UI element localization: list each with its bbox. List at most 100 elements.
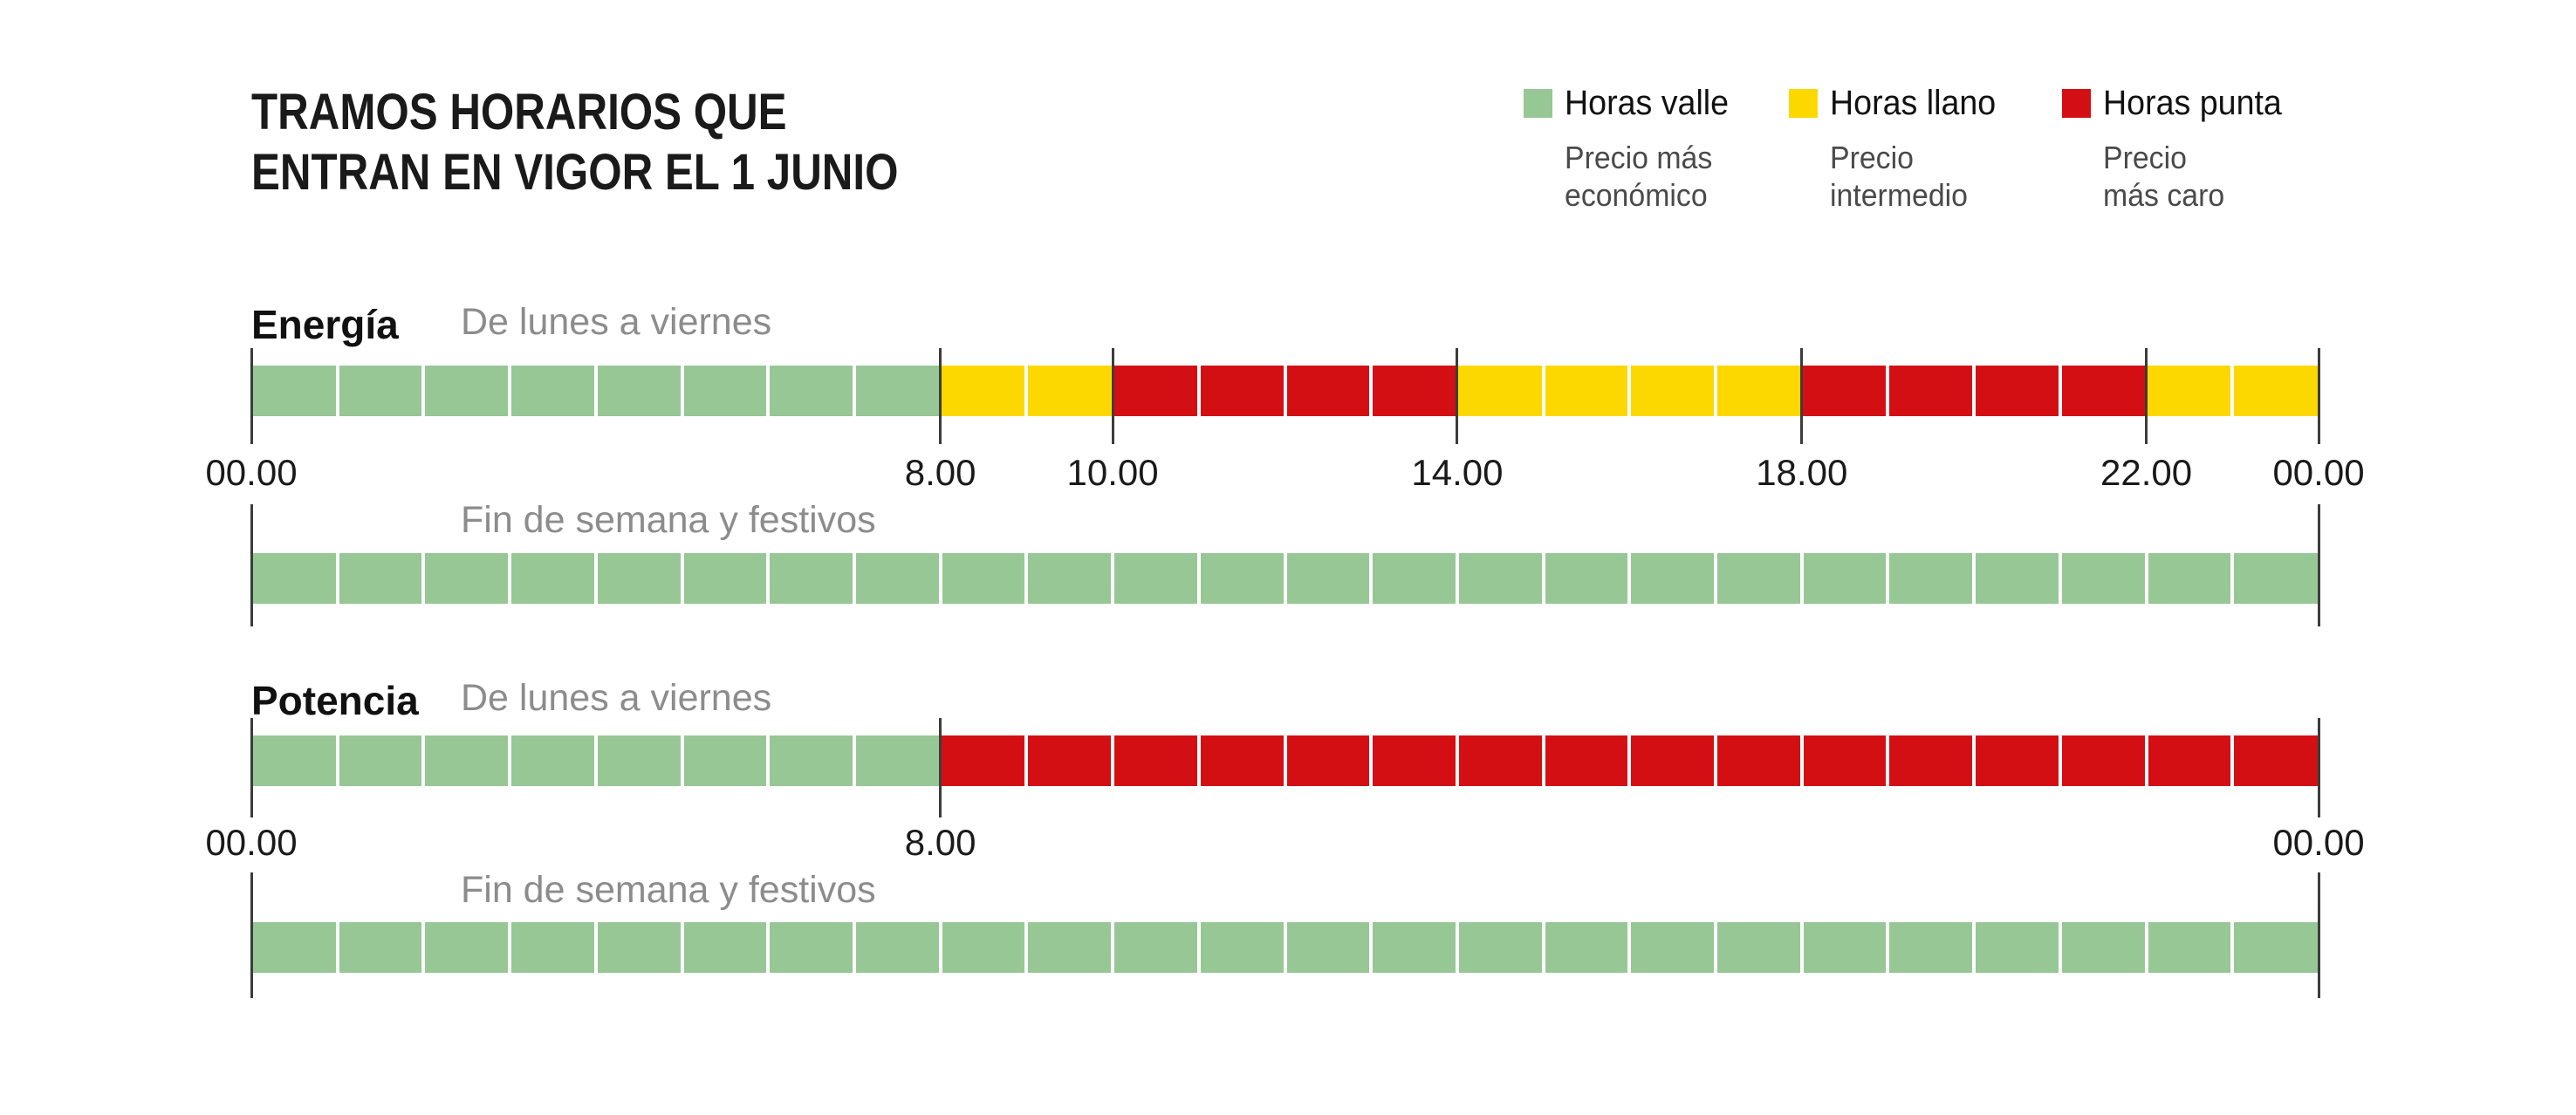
bar-divider-energia-weekend-h4 (593, 553, 598, 604)
hour-label-energia-weekday-h18: 18.00 (1756, 452, 1848, 493)
bar-divider-potencia-weekday-h10 (1111, 735, 1115, 786)
bar-divider-energia-weekend-h1 (335, 553, 339, 604)
bar-divider-potencia-weekend-h8 (938, 922, 942, 973)
bar-cell-potencia-weekend-h23 (2232, 922, 2319, 973)
bar-divider-energia-weekday-h1 (335, 366, 339, 416)
bar-divider-energia-weekend-h20 (1972, 553, 1977, 604)
bar-divider-potencia-weekend-h2 (421, 922, 426, 973)
bar-cell-potencia-weekend-h10 (1113, 922, 1199, 973)
tick-mark-energia-weekday-h0 (250, 348, 253, 444)
bar-cell-potencia-weekday-h0 (251, 735, 338, 786)
bar-cell-energia-weekday-h17 (1716, 366, 1802, 416)
legend-swatch-punta-icon (2062, 89, 2091, 118)
row-label-energia-weekend: Fin de semana y festivos (461, 499, 876, 541)
bar-divider-potencia-weekend-h1 (335, 922, 339, 973)
bar-cell-energia-weekend-h23 (2232, 553, 2319, 604)
legend-item-llano: Horas llano Precio intermedio (1789, 84, 2006, 214)
bar-cell-energia-weekend-h8 (940, 553, 1027, 604)
bar-cell-energia-weekend-h2 (423, 553, 510, 604)
row-label-potencia-weekend: Fin de semana y festivos (461, 869, 876, 911)
bar-divider-energia-weekday-h15 (1541, 366, 1545, 416)
bar-cell-potencia-weekend-h4 (595, 922, 682, 973)
bar-cell-potencia-weekday-h11 (1198, 735, 1285, 786)
legend-swatch-llano-icon (1789, 89, 1818, 118)
bar-cell-potencia-weekday-h13 (1371, 735, 1457, 786)
bar-cell-potencia-weekend-h8 (940, 922, 1027, 973)
legend-main-punta: Horas punta (2062, 84, 2293, 123)
bar-cell-potencia-weekend-h12 (1285, 922, 1372, 973)
row-label-potencia-weekday: De lunes a viernes (461, 677, 772, 719)
bar-cell-potencia-weekday-h17 (1716, 735, 1802, 786)
tick-mark-potencia-weekday-h8 (939, 718, 942, 817)
hour-label-energia-weekday-h10: 10.00 (1066, 452, 1159, 493)
bar-cell-energia-weekday-h14 (1456, 366, 1544, 416)
bar-cell-potencia-weekday-h19 (1887, 735, 1975, 786)
bar-divider-energia-weekday-h17 (1714, 366, 1718, 416)
chart-title-line2: ENTRAN EN VIGOR EL 1 JUNIO (251, 144, 899, 201)
hour-bar-potencia-weekend (251, 922, 2319, 973)
bar-divider-energia-weekday-h9 (1024, 366, 1029, 416)
legend-desc-valle: Precio más económico (1565, 139, 1729, 214)
bar-cell-potencia-weekday-h6 (768, 735, 854, 786)
bar-divider-potencia-weekend-h3 (508, 922, 512, 973)
bar-cell-potencia-weekday-h16 (1629, 735, 1716, 786)
bar-divider-potencia-weekday-h20 (1972, 735, 1977, 786)
bar-cell-energia-weekday-h3 (510, 366, 596, 416)
bar-divider-potencia-weekday-h15 (1541, 735, 1545, 786)
bar-divider-energia-weekday-h5 (680, 366, 684, 416)
hour-bar-potencia-weekday (251, 735, 2319, 786)
legend-item-valle: Horas valle Precio más económico (1524, 84, 1739, 214)
legend-desc-valle-line2: económico (1565, 177, 1708, 213)
bar-cell-energia-weekend-h7 (853, 553, 941, 604)
bar-cell-energia-weekend-h17 (1716, 553, 1802, 604)
bar-cell-potencia-weekend-h5 (682, 922, 769, 973)
bar-divider-potencia-weekend-h7 (852, 922, 856, 973)
bar-divider-potencia-weekend-h14 (1455, 922, 1459, 973)
bar-divider-energia-weekend-h5 (680, 553, 684, 604)
bar-cell-energia-weekend-h15 (1543, 553, 1630, 604)
bar-cell-energia-weekday-h11 (1198, 366, 1285, 416)
bar-divider-potencia-weekend-h23 (2230, 922, 2235, 973)
bar-cell-potencia-weekday-h18 (1801, 735, 1888, 786)
bar-divider-energia-weekend-h18 (1799, 553, 1804, 604)
bar-divider-potencia-weekend-h22 (2144, 922, 2148, 973)
bar-divider-potencia-weekend-h6 (766, 922, 771, 973)
bar-divider-energia-weekend-h14 (1455, 553, 1459, 604)
bar-divider-energia-weekend-h7 (852, 553, 856, 604)
bar-divider-potencia-weekday-h23 (2230, 735, 2235, 786)
bar-divider-potencia-weekend-h11 (1196, 922, 1201, 973)
bar-divider-energia-weekday-h12 (1283, 366, 1287, 416)
bar-divider-energia-weekday-h4 (593, 366, 598, 416)
legend-desc-punta-line2: más caro (2103, 177, 2225, 213)
bar-divider-potencia-weekday-h16 (1627, 735, 1632, 786)
bar-cell-potencia-weekday-h1 (337, 735, 424, 786)
hour-label-potencia-weekday-h0: 00.00 (205, 822, 298, 863)
bar-cell-potencia-weekday-h5 (682, 735, 769, 786)
bar-divider-energia-weekend-h21 (2058, 553, 2062, 604)
bar-cell-energia-weekend-h20 (1974, 553, 2060, 604)
bar-divider-energia-weekday-h21 (2058, 366, 2062, 416)
bar-cell-potencia-weekday-h2 (423, 735, 510, 786)
tick-mark-energia-weekday-h10 (1111, 348, 1114, 444)
bar-divider-potencia-weekend-h5 (680, 922, 684, 973)
bar-cell-energia-weekend-h21 (2059, 553, 2147, 604)
bar-divider-energia-weekday-h11 (1196, 366, 1201, 416)
bar-divider-energia-weekend-h22 (2144, 553, 2148, 604)
legend-label-valle: Horas valle (1565, 84, 1730, 122)
bar-divider-energia-weekend-h13 (1369, 553, 1374, 604)
bar-cell-potencia-weekday-h12 (1285, 735, 1372, 786)
hour-label-potencia-weekday-h24: 00.00 (2272, 822, 2365, 863)
bar-divider-energia-weekday-h2 (421, 366, 426, 416)
bar-divider-energia-weekday-h7 (852, 366, 856, 416)
bar-divider-potencia-weekday-h6 (766, 735, 771, 786)
bar-divider-potencia-weekend-h12 (1283, 922, 1287, 973)
bar-divider-potencia-weekday-h12 (1283, 735, 1287, 786)
bar-cell-energia-weekend-h3 (510, 553, 596, 604)
tick-mark-potencia-weekend-h0 (250, 872, 253, 998)
bar-divider-potencia-weekday-h1 (335, 735, 339, 786)
bar-cell-potencia-weekday-h3 (510, 735, 596, 786)
bar-divider-energia-weekend-h8 (938, 553, 942, 604)
bar-cell-energia-weekday-h18 (1801, 366, 1888, 416)
bar-cell-energia-weekday-h6 (768, 366, 854, 416)
